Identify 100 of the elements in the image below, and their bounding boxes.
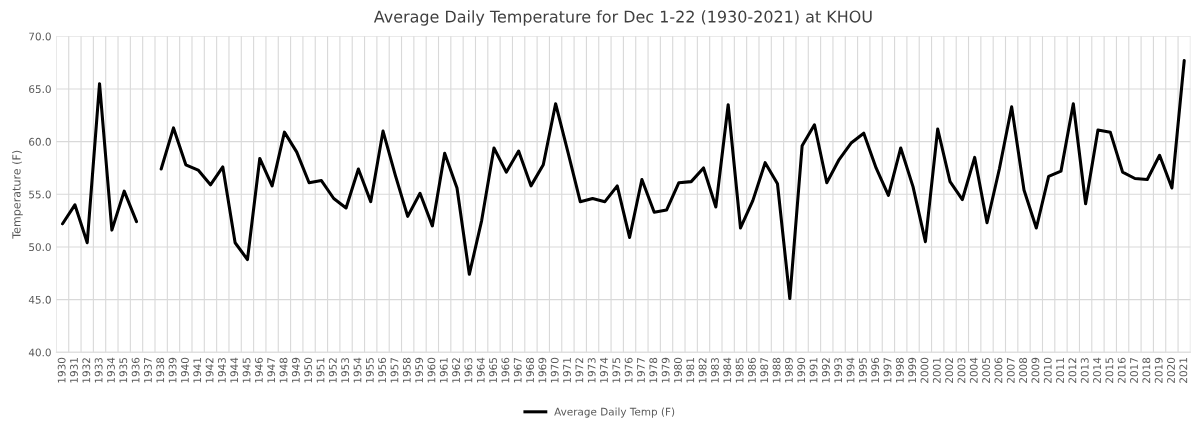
- x-tick-label: 1931: [70, 358, 78, 383]
- x-tick-label: 2004: [969, 357, 978, 383]
- x-tick-label: 2017: [1130, 358, 1138, 383]
- x-tick-label: 2002: [945, 358, 954, 383]
- x-tick-label: 1978: [649, 357, 658, 383]
- x-tick-label: 1961: [439, 358, 448, 383]
- y-tick-label: 45.0: [28, 295, 51, 304]
- x-tick-label: 1999: [908, 357, 917, 383]
- x-tick-label: 2010: [1043, 357, 1052, 383]
- x-tick-label: 1983: [710, 357, 719, 383]
- x-tick-label: 1955: [365, 358, 374, 383]
- x-tick-label: 1988: [772, 357, 781, 383]
- x-tick-label: 1960: [427, 357, 436, 383]
- x-tick-label: 1981: [686, 358, 695, 383]
- x-tick-label: 1967: [513, 358, 522, 383]
- x-tick-label: 1966: [501, 357, 510, 383]
- y-tick-label: 40.0: [28, 348, 51, 357]
- x-tick-label: 1971: [563, 358, 571, 383]
- x-tick-label: 1939: [168, 357, 177, 383]
- x-tick-label: 1964: [476, 357, 485, 383]
- x-tick-label: 2003: [957, 357, 966, 383]
- x-tick-label: 1951: [316, 358, 325, 383]
- x-tick-label: 1995: [858, 358, 867, 383]
- x-tick-label: 1996: [871, 357, 880, 383]
- x-tick-label: 1968: [526, 357, 534, 383]
- x-tick-label: 1945: [242, 358, 251, 383]
- x-tick-label: 1934: [107, 357, 115, 383]
- x-tick-label: 1954: [353, 357, 362, 383]
- x-tick-label: 1943: [217, 357, 226, 383]
- x-tick-label: 1987: [760, 358, 769, 383]
- x-tick-label: 1980: [674, 357, 682, 383]
- x-tick-label: 1932: [82, 358, 91, 383]
- x-tick-label: 1965: [489, 358, 497, 383]
- x-tick-label: 1997: [883, 358, 892, 383]
- x-tick-label: 1946: [254, 357, 263, 383]
- x-tick-label: 1969: [538, 357, 547, 383]
- x-tick-label: 1982: [698, 358, 707, 383]
- x-tick-label: 2008: [1019, 357, 1028, 383]
- x-tick-label: 1933: [94, 357, 103, 383]
- x-tick-label: 1975: [612, 358, 621, 383]
- legend-label: Average Daily Temp (F): [554, 407, 675, 418]
- x-tick-label: 1942: [205, 358, 214, 383]
- y-tick-label: 70.0: [29, 32, 51, 41]
- x-tick-label: 2000: [920, 357, 929, 383]
- x-tick-label: 1949: [291, 357, 300, 383]
- x-tick-label: 1963: [464, 357, 473, 383]
- x-tick-label: 2007: [1006, 358, 1015, 383]
- x-tick-label: 1948: [279, 357, 288, 383]
- x-tick-label: 2020: [1167, 357, 1175, 383]
- x-tick-label: 2018: [1142, 357, 1151, 383]
- x-tick-label: 2001: [932, 358, 941, 383]
- x-tick-label: 1938: [156, 357, 165, 383]
- y-tick-label: 65.0: [29, 85, 51, 94]
- x-tick-label: 1990: [797, 357, 806, 383]
- x-tick-label: 2009: [1031, 357, 1040, 383]
- x-tick-label: 1947: [267, 358, 276, 383]
- x-tick-label: 2021: [1179, 358, 1188, 383]
- y-tick-label: 60.0: [29, 137, 51, 146]
- x-tick-label: 1940: [180, 357, 189, 383]
- x-tick-label: 1976: [624, 357, 633, 383]
- y-tick-label: 50.0: [29, 243, 51, 252]
- x-tick-label: 1952: [328, 358, 337, 383]
- x-tick-label: 1941: [193, 358, 202, 383]
- x-tick-label: 2016: [1117, 357, 1126, 383]
- x-tick-label: 1957: [390, 358, 399, 383]
- x-tick-label: 1959: [415, 357, 424, 383]
- y-tick-label: 55.0: [29, 190, 51, 199]
- x-tick-label: 1989: [784, 357, 793, 383]
- x-tick-label: 1973: [587, 357, 596, 383]
- x-tick-label: 1979: [661, 357, 670, 383]
- x-tick-label: 1994: [846, 357, 855, 383]
- x-tick-label: 2019: [1154, 357, 1163, 383]
- x-tick-label: 1936: [131, 357, 140, 383]
- x-tick-label: 1937: [143, 358, 152, 383]
- x-tick-label: 1998: [895, 357, 904, 383]
- x-tick-label: 1993: [834, 357, 843, 383]
- x-tick-label: 1935: [119, 358, 128, 383]
- x-tick-label: 2012: [1068, 358, 1077, 383]
- x-tick-label: 1985: [735, 358, 744, 383]
- x-tick-label: 1992: [821, 358, 830, 383]
- x-tick-label: 1974: [600, 357, 608, 383]
- x-tick-label: 1950: [304, 357, 313, 383]
- x-tick-label: 2005: [982, 358, 991, 383]
- x-tick-label: 2014: [1093, 357, 1101, 383]
- x-tick-label: 1953: [341, 357, 350, 383]
- x-tick-label: 2013: [1080, 357, 1089, 383]
- y-axis-title: Temperature (F): [12, 150, 23, 239]
- x-tick-label: 1977: [637, 358, 645, 383]
- x-tick-label: 1984: [723, 357, 732, 383]
- x-tick-label: 1962: [452, 358, 461, 383]
- x-tick-label: 1970: [550, 357, 559, 383]
- x-tick-label: 2006: [994, 357, 1003, 383]
- x-tick-label: 1986: [747, 357, 756, 383]
- x-tick-label: 2015: [1105, 358, 1114, 383]
- x-tick-label: 1956: [378, 357, 387, 383]
- x-tick-label: 1958: [402, 357, 411, 383]
- x-tick-label: 2011: [1056, 358, 1064, 383]
- chart-title: Average Daily Temperature for Dec 1-22 (1930-2021) at KHOU: [373, 10, 872, 26]
- x-tick-label: 1930: [57, 357, 66, 383]
- x-tick-label: 1944: [230, 357, 239, 383]
